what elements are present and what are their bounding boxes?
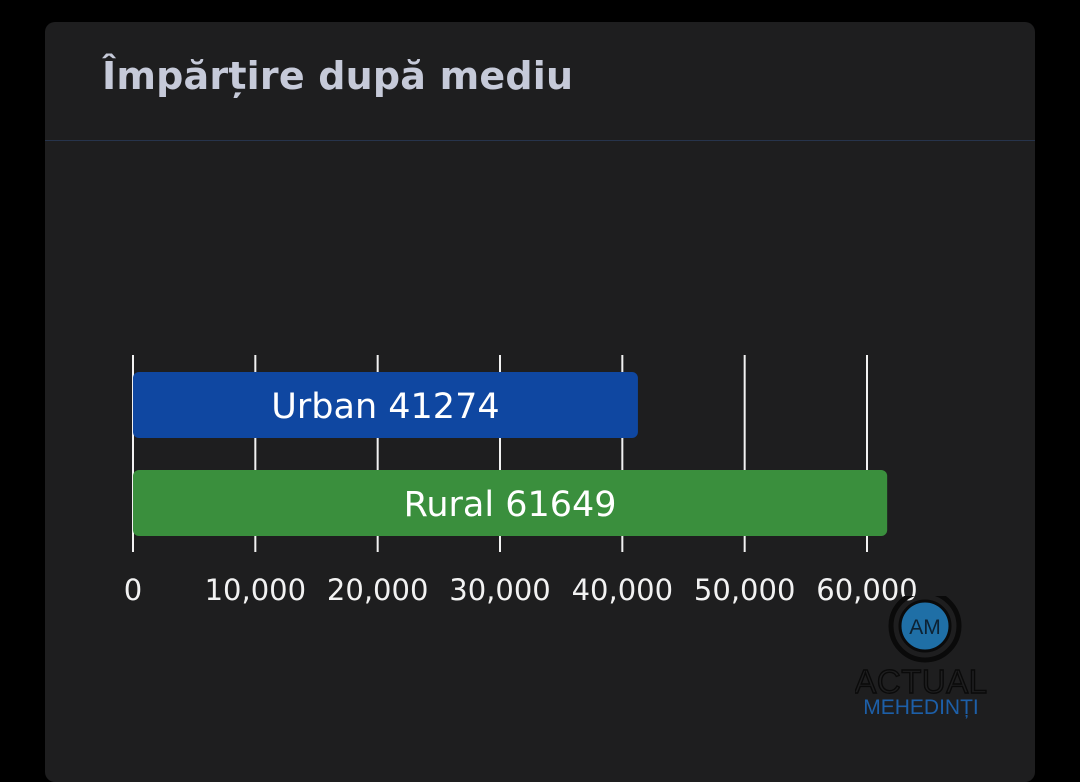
- logo-line-actual: ACTUAL: [855, 663, 988, 700]
- x-tick-label-4: 40,000: [572, 573, 673, 607]
- bar-label-urban: Urban 41274: [271, 387, 499, 427]
- title-divider: [45, 140, 1035, 141]
- x-tick-label-0: 0: [124, 573, 142, 607]
- logo-ring: [888, 596, 962, 663]
- chart-card: Împărțire după mediu Urban 41274 Rural 61…: [45, 22, 1035, 782]
- card-title: Împărțire după mediu: [102, 54, 574, 98]
- logo-line-mehedinti: MEHEDINȚI: [863, 696, 979, 719]
- x-tick-label-1: 10,000: [205, 573, 306, 607]
- x-tick-label-5: 50,000: [694, 573, 795, 607]
- bar-label-rural: Rural 61649: [404, 485, 617, 525]
- bar-urban: [133, 372, 638, 438]
- actual-mehedinti-logo: AM ACTUAL MEHEDINȚI: [855, 596, 988, 719]
- logo-badge-text: AM: [909, 616, 941, 639]
- bar-chart: Urban 41274 Rural 61649 0 10,000 20,000 30,00…: [124, 355, 918, 607]
- bar-rural: [133, 470, 888, 536]
- logo-badge: [898, 599, 952, 653]
- x-tick-label-2: 20,000: [327, 573, 428, 607]
- x-tick-label-3: 30,000: [449, 573, 550, 607]
